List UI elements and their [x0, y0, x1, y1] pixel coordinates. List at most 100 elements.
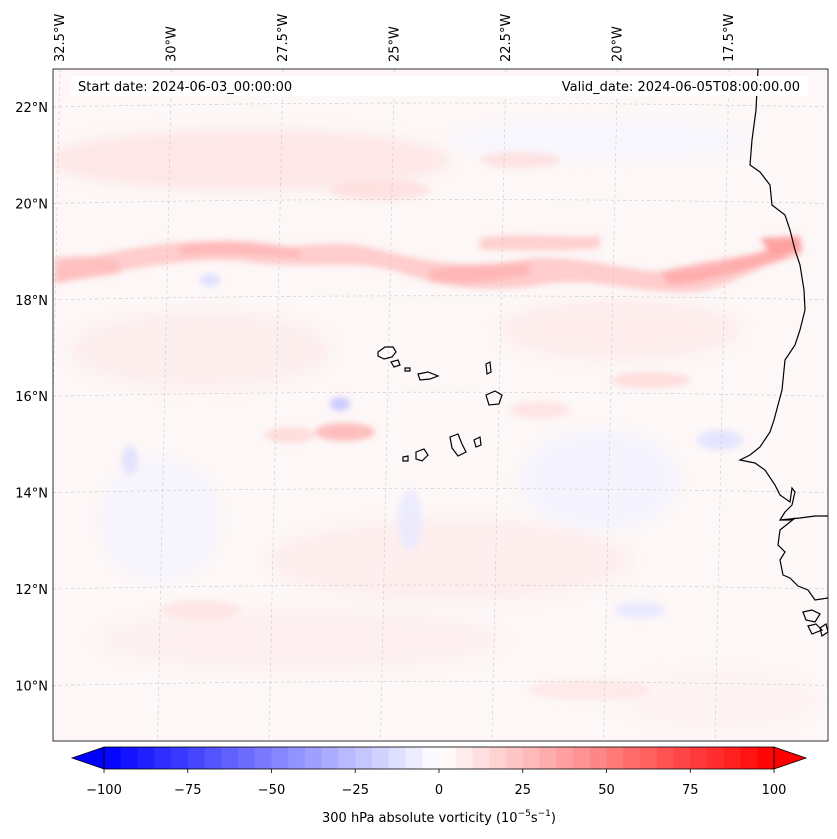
colorbar-tick-label: −100	[86, 783, 122, 798]
colorbar-cell	[388, 747, 406, 769]
meridian-line	[603, 69, 618, 741]
longitude-label: 20°W	[611, 26, 626, 62]
cape-verde-boa-vista	[485, 390, 503, 406]
vorticity-band	[55, 235, 802, 293]
latitude-label: 16°N	[15, 390, 48, 405]
info-strip-background	[71, 76, 808, 96]
meridian-line	[714, 69, 730, 741]
colorbar-tick-label: 50	[598, 783, 615, 798]
cape-verde-sao-vicente	[390, 359, 401, 368]
meridian-line	[157, 69, 172, 741]
colorbar-cell	[405, 747, 423, 769]
colorbar-tick-label: 0	[435, 783, 443, 798]
graticule	[53, 69, 828, 741]
colorbar-cell	[305, 747, 323, 769]
vorticity-features	[122, 152, 742, 700]
colorbar-tick-label: 25	[514, 783, 531, 798]
colorbar-cell	[656, 747, 674, 769]
colorbar-cell	[539, 747, 557, 769]
vorticity-field	[53, 120, 820, 730]
colorbar-cells	[104, 747, 775, 769]
colorbar-cell	[472, 747, 490, 769]
longitude-labels: 32.5°W 30°W 27.5°W 25°W 22.5°W 20°W 17.5°W	[53, 14, 737, 62]
colorbar-cell	[271, 747, 289, 769]
colorbar-cell	[573, 747, 591, 769]
colorbar-cell	[455, 747, 473, 769]
colorbar-cell	[221, 747, 239, 769]
cape-verde-fogo	[415, 448, 429, 462]
start-date-label: Start date: 2024-06-03_00:00:00	[78, 80, 292, 95]
colorbar-cell	[740, 747, 758, 769]
colorbar-cell	[372, 747, 390, 769]
colorbar-cell	[522, 747, 540, 769]
colorbar-tick-label: 75	[682, 783, 699, 798]
latitude-label: 20°N	[15, 197, 48, 212]
colorbar-label-unit: s	[531, 811, 538, 826]
longitude-label: 22.5°W	[499, 14, 514, 62]
vorticity-background-shading	[53, 120, 820, 730]
cape-verde-sao-nicolau	[417, 371, 440, 381]
parallel-line	[53, 199, 828, 204]
longitude-label: 17.5°W	[722, 14, 737, 62]
latitude-label: 18°N	[15, 294, 48, 309]
colorbar-label: 300 hPa absolute vorticity (10−5s−1)	[322, 809, 556, 826]
colorbar-cell	[673, 747, 691, 769]
bijagos-islands	[802, 609, 828, 637]
latitude-labels: 22°N 20°N 18°N 16°N 14°N 12°N 10°N	[15, 101, 48, 694]
colorbar-cell	[623, 747, 641, 769]
colorbar-cell	[254, 747, 272, 769]
colorbar-tick-label: −25	[342, 783, 369, 798]
parallel-line	[53, 488, 828, 493]
cape-verde-maio	[473, 436, 482, 448]
gambia-river	[779, 515, 828, 521]
colorbar-cell	[355, 747, 373, 769]
latitude-label: 10°N	[15, 679, 48, 694]
coastlines	[377, 69, 828, 637]
colorbar-cell	[154, 747, 172, 769]
colorbar-cell	[489, 747, 507, 769]
colorbar-cell	[589, 747, 607, 769]
parallel-line	[53, 681, 828, 686]
colorbar-label-exponent2: −1	[538, 809, 551, 819]
colorbar-extend-min	[70, 746, 105, 770]
longitude-label: 27.5°W	[276, 14, 291, 62]
colorbar-cell	[321, 747, 339, 769]
colorbar-cell	[723, 747, 741, 769]
colorbar-cell	[707, 747, 725, 769]
cape-verde-brava	[402, 455, 409, 462]
colorbar-cell	[288, 747, 306, 769]
africa-coastline	[738, 69, 828, 601]
cape-verde-santiago	[449, 433, 467, 457]
map-frame	[52, 68, 829, 742]
colorbar: −100 −75 −50 −25 0 25 50 75 100 300 hPa absolute…	[70, 746, 808, 826]
parallel-line	[53, 295, 828, 301]
cape-verde-sal	[485, 361, 492, 375]
meridian-line	[268, 69, 284, 741]
colorbar-cell	[171, 747, 189, 769]
colorbar-cell	[120, 747, 138, 769]
colorbar-label-exponent1: −5	[518, 809, 531, 819]
colorbar-tick-label: −50	[258, 783, 285, 798]
latitude-label: 12°N	[15, 583, 48, 598]
colorbar-cell	[104, 747, 122, 769]
colorbar-tick-label: 100	[762, 783, 787, 798]
colorbar-cell	[757, 747, 775, 769]
info-strip: Start date: 2024-06-03_00:00:00 Valid_da…	[71, 76, 808, 96]
parallel-line	[53, 102, 828, 108]
colorbar-ticks: −100 −75 −50 −25 0 25 50 75 100	[86, 769, 786, 798]
colorbar-cell	[137, 747, 155, 769]
meridian-line	[380, 69, 395, 741]
colorbar-cell	[338, 747, 356, 769]
colorbar-cell	[690, 747, 708, 769]
cape-verde-santo-antao	[377, 346, 397, 360]
parallel-line	[53, 391, 828, 397]
parallel-line	[53, 584, 828, 590]
colorbar-cell	[238, 747, 256, 769]
latitude-label: 22°N	[15, 101, 48, 116]
meridian-line	[491, 69, 507, 741]
colorbar-cell	[556, 747, 574, 769]
longitude-label: 32.5°W	[53, 14, 68, 62]
colorbar-label-main: 300 hPa absolute vorticity (10	[322, 811, 518, 826]
colorbar-tick-label: −75	[174, 783, 201, 798]
